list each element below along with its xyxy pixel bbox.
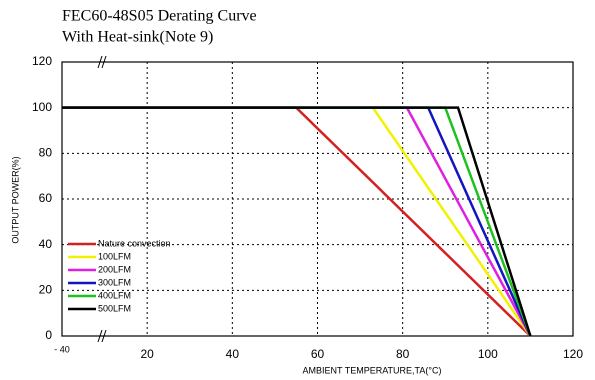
legend-label: 200LFM [98,264,131,274]
x-tick-label: 80 [396,347,410,361]
series-line [62,106,532,337]
legend-label: 100LFM [98,251,131,261]
x-axis-label: AMBIENT TEMPERATURE,TA(°C) [303,365,442,375]
legend-label: Nature convection [98,238,171,248]
y-tick-label: 80 [39,146,53,160]
series-line [62,106,532,337]
x-tick-label: 100 [478,347,498,361]
plot-frame [61,61,574,337]
x-tick-label: 60 [311,347,325,361]
series-line [62,106,532,337]
y-tick-label: 20 [39,283,53,297]
series-line [62,106,532,337]
y-tick-label: 40 [39,237,53,251]
x-tick-label: 20 [140,347,154,361]
legend-label: 400LFM [98,290,131,300]
x-tick-label: - 40 [54,344,70,354]
legend-label: 500LFM [98,303,131,313]
chart-title: FEC60-48S05 Derating Curve [62,8,257,25]
y-tick-label: 120 [32,54,52,68]
y-tick-label: 60 [39,191,53,205]
x-tick-label: 40 [226,347,240,361]
y-tick-label: 100 [32,100,52,114]
chart-subtitle: With Heat-sink(Note 9) [62,29,213,46]
y-tick-label: 0 [45,328,52,342]
series-line [62,106,532,337]
series-line [62,106,532,337]
legend-label: 300LFM [98,277,131,287]
y-axis-label: OUTPUT POWER(%) [10,156,20,243]
x-tick-label: 120 [563,347,583,361]
